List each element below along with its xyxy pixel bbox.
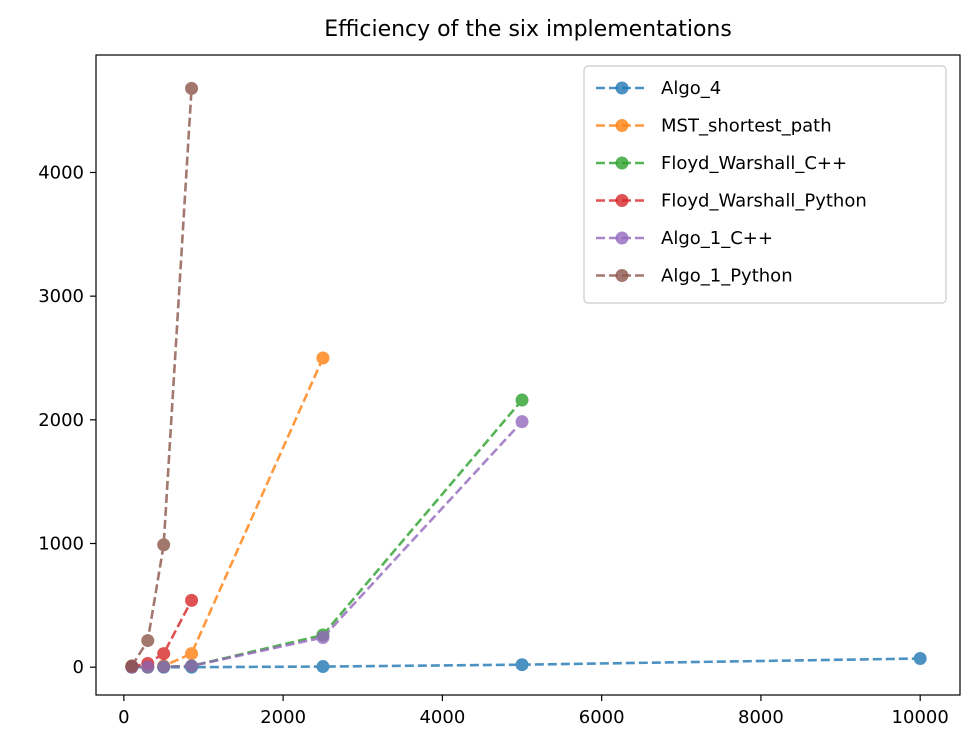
x-tick-label: 10000 [892,707,949,728]
legend-item: Floyd_Warshall_Python [596,191,867,212]
series-line [131,599,193,668]
data-point [316,351,330,365]
y-tick-label: 4000 [38,162,84,183]
x-tick-label: 0 [118,707,129,728]
data-point [185,659,199,673]
data-point [316,660,330,674]
legend-item: Floyd_Warshall_C++ [596,153,847,174]
data-point [515,658,529,672]
y-axis: 0 1000 2000 3000 4000 [38,162,96,678]
legend-marker-swatch [615,156,629,170]
series-algo-1-python [125,81,199,673]
data-point [157,538,171,552]
data-point [157,660,171,674]
legend-marker-swatch [615,194,629,207]
legend-item: Algo_1_Python [596,266,793,287]
x-tick-label: 4000 [419,707,465,728]
x-tick-label: 2000 [260,707,306,728]
data-point [913,652,927,666]
legend-marker-swatch [615,269,629,282]
y-tick-label: 0 [73,657,84,678]
series-algo-1-c- [125,415,529,674]
legend-label: Floyd_Warshall_C++ [661,153,847,174]
x-axis: 0 2000 4000 6000 8000 10000 [118,695,949,728]
y-tick-label: 3000 [38,286,84,307]
data-point [515,415,529,429]
legend-marker-swatch [615,231,629,245]
series-layer [125,81,927,674]
y-tick-label: 1000 [38,534,84,555]
legend-item: Algo_1_C++ [596,228,773,249]
legend-item: Algo_4 [596,78,721,99]
legend-box [583,65,947,304]
x-tick-label: 6000 [579,707,625,728]
data-point [185,593,199,607]
data-point [515,393,529,407]
chart-title: Efficiency of the six implementations [324,17,732,42]
legend-label: Algo_1_C++ [661,228,773,249]
data-point [125,659,139,673]
data-point [141,634,155,648]
legend: Algo_4 MST_shortest_path Floyd_Warshall_C+… [583,65,947,304]
legend-marker-swatch [615,81,629,95]
data-point [185,81,199,95]
legend-marker-swatch [615,119,629,132]
x-tick-label: 8000 [738,707,784,728]
legend-label: MST_shortest_path [661,116,832,137]
y-tick-label: 2000 [38,410,84,431]
data-point [157,647,171,661]
legend-label: Floyd_Warshall_Python [661,191,867,212]
legend-label: Algo_1_Python [661,266,793,287]
data-point [141,660,155,674]
series-line [130,88,193,667]
legend-item: MST_shortest_path [596,116,832,137]
data-point [316,630,330,644]
data-point [185,647,199,661]
plot-frame [95,54,961,696]
legend-label: Algo_4 [661,78,721,99]
